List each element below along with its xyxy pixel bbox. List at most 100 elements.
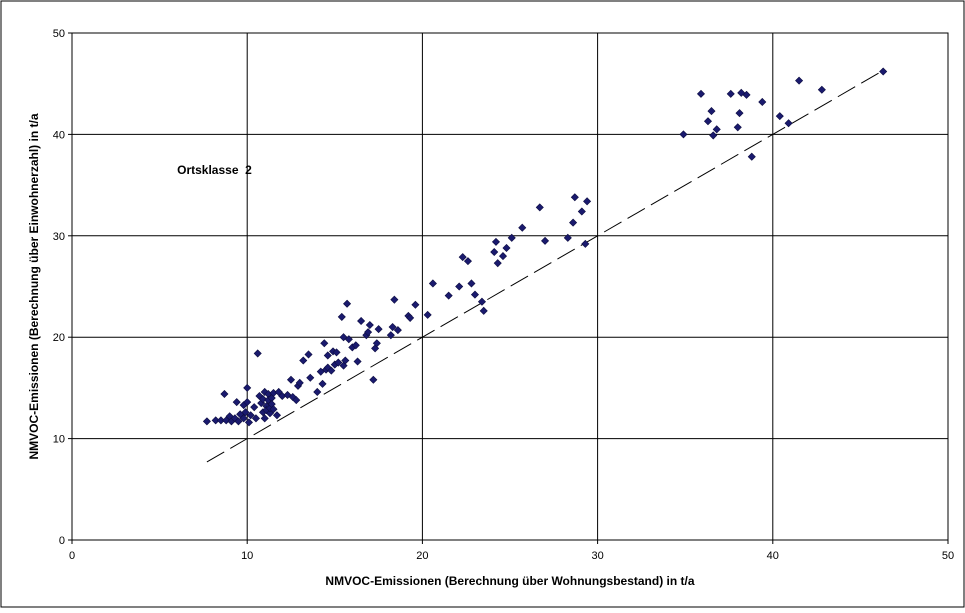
data-point-104 — [563, 233, 572, 242]
data-point-76 — [372, 339, 381, 348]
x-tick-label-10: 10 — [241, 550, 253, 562]
data-point-109 — [583, 197, 592, 206]
data-point-90 — [463, 257, 472, 266]
data-point-48 — [306, 373, 315, 382]
reference-line — [206, 70, 884, 463]
data-point-25 — [260, 414, 269, 423]
data-point-92 — [470, 290, 479, 299]
data-point-61 — [337, 312, 346, 321]
plot-area-frame — [71, 32, 949, 541]
data-point-70 — [357, 316, 366, 326]
data-point-77 — [374, 325, 383, 334]
data-point-73 — [365, 321, 374, 330]
data-point-64 — [341, 356, 350, 365]
data-point-1 — [211, 416, 220, 425]
data-point-37 — [272, 411, 282, 420]
data-point-107 — [577, 207, 586, 216]
data-point-97 — [493, 259, 502, 268]
data-point-118 — [735, 109, 744, 118]
data-point-95 — [490, 247, 499, 257]
data-point-99 — [502, 243, 511, 252]
data-point-47 — [304, 350, 313, 359]
data-point-16 — [244, 418, 253, 427]
data-point-14 — [243, 383, 252, 392]
data-point-15 — [243, 398, 252, 407]
y-axis-title: NMVOC-Emissionen (Berechnung über Einwoh… — [27, 113, 41, 459]
data-point-2 — [216, 416, 225, 425]
data-point-4 — [220, 389, 229, 399]
data-point-24 — [258, 395, 267, 404]
data-point-55 — [323, 351, 332, 360]
data-point-56 — [327, 366, 336, 375]
data-point-74 — [369, 375, 378, 384]
data-point-8 — [232, 398, 241, 407]
data-point-102 — [535, 203, 544, 212]
data-point-68 — [351, 341, 360, 350]
data-point-111 — [696, 89, 705, 98]
data-point-35 — [269, 405, 278, 414]
data-point-20 — [253, 349, 262, 358]
data-point-105 — [569, 218, 578, 227]
data-point-43 — [292, 396, 301, 405]
data-point-101 — [518, 223, 527, 232]
data-point-91 — [467, 279, 476, 288]
y-tick-label-10: 10 — [53, 434, 65, 446]
y-tick-label-50: 50 — [53, 28, 65, 40]
x-tick-label-50: 50 — [942, 550, 954, 562]
data-point-49 — [313, 387, 322, 396]
data-point-46 — [299, 356, 308, 365]
data-point-80 — [390, 295, 399, 304]
data-point-85 — [423, 310, 432, 319]
data-point-117 — [733, 123, 742, 132]
data-point-41 — [286, 375, 296, 384]
data-point-84 — [411, 300, 420, 309]
data-point-119 — [737, 88, 746, 97]
data-point-12 — [239, 414, 248, 423]
data-point-86 — [428, 279, 437, 288]
x-axis-title: NMVOC-Emissionen (Berechnung über Wohnun… — [325, 574, 694, 588]
data-point-9 — [234, 417, 243, 426]
data-point-122 — [758, 97, 767, 106]
data-point-60 — [334, 358, 343, 367]
data-point-87 — [444, 291, 453, 300]
data-point-110 — [679, 130, 688, 139]
data-point-100 — [507, 233, 516, 242]
data-point-113 — [707, 107, 716, 116]
data-point-126 — [817, 85, 826, 94]
data-point-125 — [795, 76, 804, 85]
data-point-66 — [344, 335, 353, 344]
y-tick-label-20: 20 — [53, 332, 65, 344]
reference-line-layer — [206, 70, 884, 463]
data-point-115 — [712, 125, 721, 134]
data-point-69 — [353, 357, 362, 366]
data-point-120 — [742, 90, 751, 99]
data-point-81 — [393, 326, 402, 335]
y-tick-label-0: 0 — [59, 535, 65, 547]
ortsklasse-annotation: Ortsklasse 2 — [177, 163, 252, 177]
data-point-13 — [241, 408, 250, 417]
data-point-59 — [332, 348, 341, 357]
data-point-51 — [318, 379, 327, 388]
data-point-72 — [364, 328, 373, 337]
data-point-114 — [709, 131, 718, 140]
data-point-79 — [388, 323, 397, 332]
tick-labels: 0 10 20 30 40 50 0 10 20 30 40 50 — [53, 28, 954, 562]
x-tick-label-40: 40 — [767, 550, 779, 562]
y-tick-label-30: 30 — [53, 231, 65, 243]
data-point-88 — [455, 282, 464, 291]
data-point-40 — [283, 390, 292, 400]
data-point-0 — [202, 417, 211, 426]
data-point-17 — [246, 411, 255, 420]
data-point-89 — [458, 253, 467, 262]
data-points — [202, 67, 888, 427]
x-tick-label-20: 20 — [416, 550, 428, 562]
x-tick-label-30: 30 — [591, 550, 603, 562]
data-point-45 — [295, 378, 304, 387]
data-point-78 — [386, 331, 395, 340]
data-point-124 — [784, 119, 793, 128]
data-point-52 — [320, 339, 329, 348]
y-tick-label-40: 40 — [53, 129, 65, 141]
data-point-18 — [250, 403, 259, 412]
data-point-123 — [775, 112, 784, 121]
